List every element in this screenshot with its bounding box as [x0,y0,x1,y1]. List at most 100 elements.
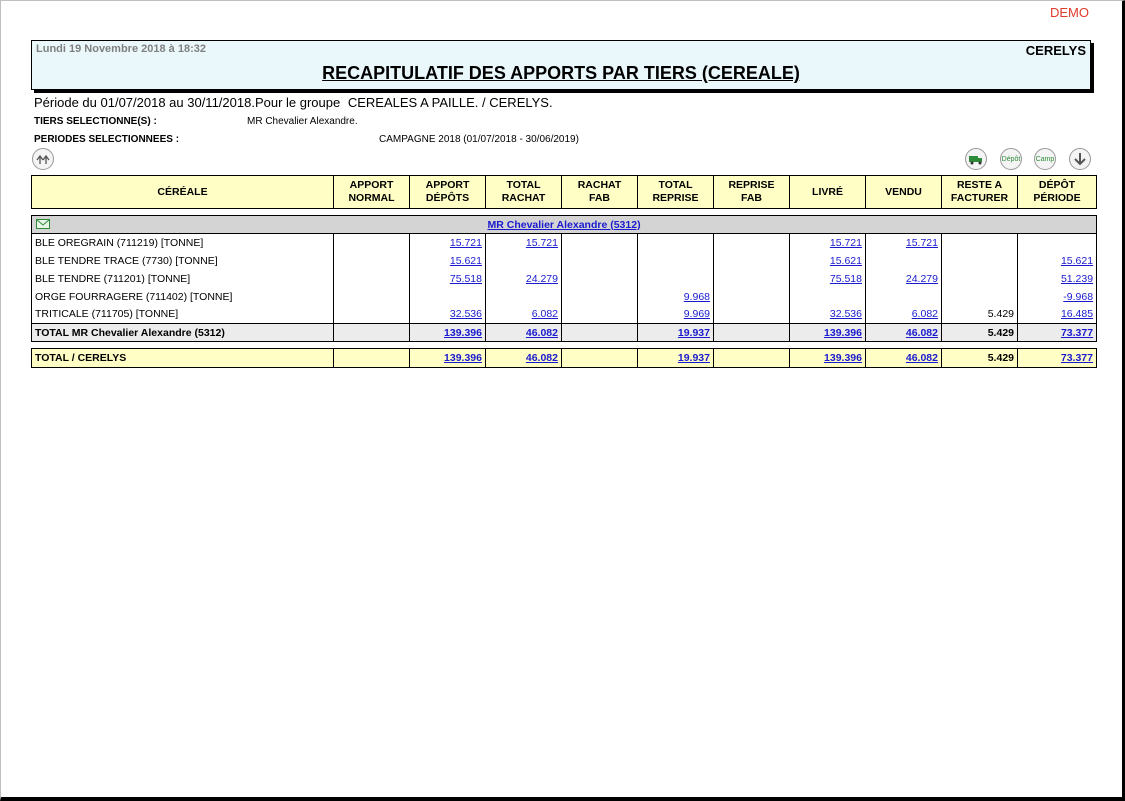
depot-button[interactable]: Dépôt [1000,148,1022,170]
value-link[interactable]: 15.721 [525,236,558,249]
value-link[interactable]: 73.377 [1060,326,1094,339]
cell-7: 15.621 [789,251,866,270]
envelope-icon[interactable] [36,219,50,232]
cell-8 [865,287,942,306]
value-link[interactable]: 15.621 [1060,254,1094,267]
period-text: Période du 01/07/2018 au 30/11/2018.Pour… [34,95,341,110]
value-link[interactable]: 139.396 [824,352,862,364]
collapse-all-icon[interactable] [32,148,54,170]
value-link[interactable]: 51.239 [1060,272,1094,285]
column-header-6[interactable]: REPRISE FAB [713,175,790,209]
value-link[interactable]: 32.536 [829,308,862,321]
cell-3: 15.721 [485,233,562,252]
row-label: TRITICALE (711705) [TONNE] [31,305,334,324]
cell-1 [333,323,410,342]
cell-4 [561,348,638,368]
value-link[interactable]: 24.279 [525,272,558,285]
campaign-button[interactable]: Camp [1034,148,1056,170]
cell-10: 15.621 [1016,251,1098,270]
value-link[interactable]: 139.396 [444,326,482,339]
value-link[interactable]: 9.968 [683,290,710,303]
period-line: Période du 01/07/2018 au 30/11/2018.Pour… [34,95,553,110]
value-link[interactable]: 15.621 [829,254,862,267]
column-header-0[interactable]: CÉRÉALE [31,175,334,209]
cell-3: 46.082 [485,323,562,342]
value-link[interactable]: 139.396 [444,352,482,364]
value-link[interactable]: 19.937 [677,326,710,339]
cell-9: 5.429 [941,323,1018,342]
cell-6 [713,251,790,270]
column-header-7[interactable]: LIVRÉ [789,175,866,209]
report-banner: Lundi 19 Novembre 2018 à 18:32 CERELYS R… [31,40,1091,90]
value-link[interactable]: 46.082 [905,352,938,364]
cell-10 [1016,233,1098,252]
header-row: CÉRÉALE APPORT NORMAL APPORT DÉPÔTS TOTAL RACH… [31,175,1097,209]
column-header-8[interactable]: VENDU [865,175,942,209]
value-link[interactable]: 6.082 [531,308,558,321]
row-label: BLE OREGRAIN (711219) [TONNE] [31,233,334,252]
cell-8: 46.082 [865,348,942,368]
value-link[interactable]: 46.082 [525,326,558,339]
value-link[interactable]: -9.968 [1063,290,1094,303]
column-header-2[interactable]: APPORT DÉPÔTS [409,175,486,209]
cell-2 [409,287,486,306]
cell-1 [333,251,410,270]
cell-2: 139.396 [409,323,486,342]
value-link[interactable]: 46.082 [905,326,938,339]
value-link[interactable]: 6.082 [911,308,938,321]
cell-7: 15.721 [789,233,866,252]
group-header-cell: MR Chevalier Alexandre (5312) [30,215,1098,234]
value-link[interactable]: 15.721 [905,236,938,249]
cell-3: 6.082 [485,305,562,324]
value-link[interactable]: 15.721 [449,236,482,249]
value-link[interactable]: 24.279 [905,272,938,285]
value-link[interactable]: 73.377 [1060,352,1093,364]
value-link[interactable]: 9.969 [683,308,710,321]
value-link[interactable]: 75.518 [829,272,862,285]
value-link[interactable]: 75.518 [449,272,482,285]
truck-icon[interactable] [965,148,987,170]
row-label: ORGE FOURRAGERE (711402) [TONNE] [31,287,334,306]
cell-2: 15.721 [409,233,486,252]
cell-4 [561,233,638,252]
row-label: TOTAL / CERELYS [31,348,334,368]
grand-total-table: TOTAL / CERELYS 139.396 46.082 19.937 139.39… [31,348,1097,368]
value-link[interactable]: 15.621 [449,254,482,267]
cell-4 [561,251,638,270]
group-name: CEREALES A PAILLE. / CERELYS. [347,95,553,110]
value-link[interactable]: 19.937 [677,352,710,364]
cell-7 [789,287,866,306]
column-header-5[interactable]: TOTAL REPRISE [637,175,714,209]
cell-5 [637,269,714,288]
value-link[interactable]: 46.082 [525,352,558,364]
column-header-10[interactable]: DÉPÔT PÉRIODE [1017,175,1097,209]
row-label: BLE TENDRE TRACE (7730) [TONNE] [31,251,334,270]
cell-6 [713,305,790,324]
column-header-4[interactable]: RACHAT FAB [561,175,638,209]
tiers-link[interactable]: MR Chevalier Alexandre (5312) [487,218,641,231]
table-row: ORGE FOURRAGERE (711402) [TONNE] 9.968 -9.… [31,287,1098,306]
column-header-1[interactable]: APPORT NORMAL [333,175,410,209]
cell-7: 139.396 [789,348,866,368]
cell-7: 32.536 [789,305,866,324]
cell-3 [485,287,562,306]
column-header-3[interactable]: TOTAL RACHAT [485,175,562,209]
value-link[interactable]: 16.485 [1060,308,1094,321]
table-row: BLE OREGRAIN (711219) [TONNE] 15.721 15.72… [31,233,1098,252]
cell-3: 46.082 [485,348,562,368]
cell-1 [333,269,410,288]
value-link[interactable]: 32.536 [449,308,482,321]
arrow-down-icon[interactable] [1069,148,1091,170]
data-table: MR Chevalier Alexandre (5312) BLE OREGRAI… [30,215,1098,342]
row-label: BLE TENDRE (711201) [TONNE] [31,269,334,288]
cell-5: 19.937 [637,348,714,368]
page-title: RECAPITULATIF DES APPORTS PAR TIERS (CER… [322,63,800,83]
value-link[interactable]: 15.721 [829,236,862,249]
column-header-9[interactable]: RESTE A FACTURER [941,175,1018,209]
report-date: Lundi 19 Novembre 2018 à 18:32 [36,43,206,55]
cell-3: 24.279 [485,269,562,288]
cell-4 [561,269,638,288]
cell-10: 16.485 [1016,305,1098,324]
value-link[interactable]: 139.396 [824,326,862,339]
